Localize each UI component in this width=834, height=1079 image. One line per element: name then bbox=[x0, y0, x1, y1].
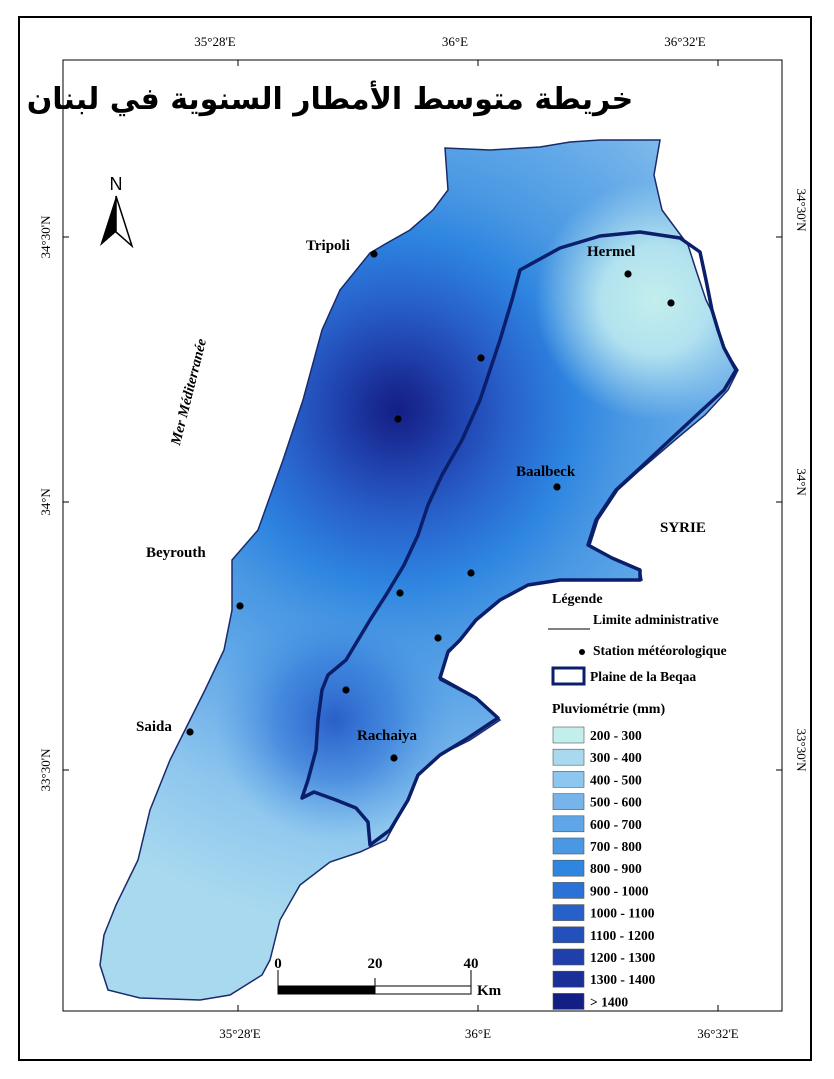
scale-tick-20: 20 bbox=[368, 956, 383, 972]
map-title: خريطة متوسط الأمطار السنوية في لبنان bbox=[27, 80, 634, 117]
legend-class-label-8: 1000 - 1100 bbox=[590, 906, 655, 921]
legend-swatch-9 bbox=[552, 926, 585, 944]
legend-swatch-11 bbox=[552, 970, 585, 988]
legend-class-label-7: 900 - 1000 bbox=[590, 883, 649, 898]
legend-class-label-6: 800 - 900 bbox=[590, 861, 642, 876]
legend-swatch-6 bbox=[552, 859, 585, 877]
rainfall-surface bbox=[100, 140, 738, 1000]
scale-unit: Km bbox=[477, 983, 502, 999]
legend-rain-title: Pluviométrie (mm) bbox=[552, 702, 665, 717]
coord-top-1: 35°28'E bbox=[194, 34, 236, 49]
station-north-ridge bbox=[477, 354, 485, 362]
coord-left-1: 34°30'N bbox=[38, 215, 53, 259]
weather-stations bbox=[186, 250, 675, 762]
legend-swatch-0 bbox=[552, 726, 585, 744]
station-zahle bbox=[467, 569, 475, 577]
city-tripoli: Tripoli bbox=[306, 238, 350, 254]
legend-swatch-1 bbox=[552, 748, 585, 766]
scale-bar-white bbox=[374, 985, 472, 995]
scale-tick-40: 40 bbox=[464, 956, 479, 972]
coord-top-2: 36°E bbox=[442, 34, 468, 49]
legend-class-label-10: 1200 - 1300 bbox=[590, 950, 655, 965]
legend-class-label-9: 1100 - 1200 bbox=[590, 928, 655, 943]
legend-class-label-0: 200 - 300 bbox=[590, 728, 642, 743]
map-neatline bbox=[62, 59, 783, 1012]
coord-bottom-1: 35°28'E bbox=[219, 1026, 261, 1041]
station-saida bbox=[186, 728, 194, 736]
city-saida: Saida bbox=[136, 719, 172, 735]
coord-right-3: 33°30'N bbox=[794, 729, 809, 773]
legend-swatch-2 bbox=[552, 771, 585, 788]
coord-bottom-2: 36°E bbox=[465, 1026, 491, 1041]
sea-label: Mer Méditerranée bbox=[168, 337, 210, 448]
city-baalbeck: Baalbeck bbox=[516, 464, 576, 480]
city-rachaiya: Rachaiya bbox=[357, 728, 418, 744]
station-baalbeck bbox=[553, 483, 561, 491]
north-arrow-icon: N bbox=[100, 174, 134, 249]
legend-classes: 200 - 300 300 - 400 400 - 500 500 - 600 600 … bbox=[552, 726, 655, 1010]
coord-right-2: 34°N bbox=[794, 468, 809, 496]
city-hermel: Hermel bbox=[587, 244, 635, 260]
scale-tick-0: 0 bbox=[274, 956, 282, 972]
legend-swatch-3 bbox=[552, 793, 585, 810]
coord-right-1: 34°30'N bbox=[794, 189, 809, 233]
legend-station-label: Station météorologique bbox=[593, 643, 727, 658]
station-central bbox=[396, 589, 404, 597]
station-beyrouth bbox=[236, 602, 244, 610]
station-hermel bbox=[624, 270, 632, 278]
legend-class-label-12: > 1400 bbox=[590, 994, 628, 1009]
scale-bar-black bbox=[277, 985, 376, 995]
legend-class-label-5: 700 - 800 bbox=[590, 839, 642, 854]
coord-left-2: 34°N bbox=[38, 488, 53, 516]
legend-station-dot bbox=[579, 649, 585, 655]
map-frame bbox=[18, 16, 812, 1061]
syria-label: SYRIE bbox=[660, 520, 706, 536]
city-beyrouth: Beyrouth bbox=[146, 545, 206, 561]
legend: Légende Limite administrative Station mé… bbox=[548, 592, 727, 1010]
legend-title: Légende bbox=[552, 592, 603, 607]
coord-bottom-3: 36°32'E bbox=[697, 1026, 739, 1041]
legend-beqaa-swatch bbox=[551, 666, 586, 686]
legend-class-label-11: 1300 - 1400 bbox=[590, 972, 655, 987]
legend-admin-label: Limite administrative bbox=[593, 612, 719, 627]
station-beqaa-south bbox=[434, 634, 442, 642]
station-rachaiya bbox=[390, 754, 398, 762]
north-arrow-label: N bbox=[110, 174, 123, 194]
legend-swatch-4 bbox=[552, 815, 585, 833]
coord-left-3: 33°30'N bbox=[38, 748, 53, 792]
coord-top-3: 36°32'E bbox=[664, 34, 706, 49]
legend-swatch-12 bbox=[552, 993, 585, 1010]
station-mashghara bbox=[342, 686, 350, 694]
legend-beqaa-label: Plaine de la Beqaa bbox=[590, 669, 696, 684]
station-hermel-east bbox=[667, 299, 675, 307]
graticule-ticks bbox=[63, 60, 782, 1011]
legend-class-label-3: 500 - 600 bbox=[590, 795, 642, 810]
legend-swatch-10 bbox=[552, 948, 585, 966]
station-cedars bbox=[394, 415, 402, 423]
beqaa-plain-outline bbox=[300, 230, 738, 847]
station-tripoli bbox=[370, 250, 378, 258]
legend-class-label-4: 600 - 700 bbox=[590, 817, 642, 832]
legend-class-label-1: 300 - 400 bbox=[590, 750, 642, 765]
scale-bar: 0 20 40 Km bbox=[274, 956, 501, 999]
legend-swatch-5 bbox=[552, 837, 585, 855]
legend-swatch-7 bbox=[552, 882, 585, 899]
legend-swatch-8 bbox=[552, 904, 585, 921]
legend-class-label-2: 400 - 500 bbox=[590, 772, 642, 787]
